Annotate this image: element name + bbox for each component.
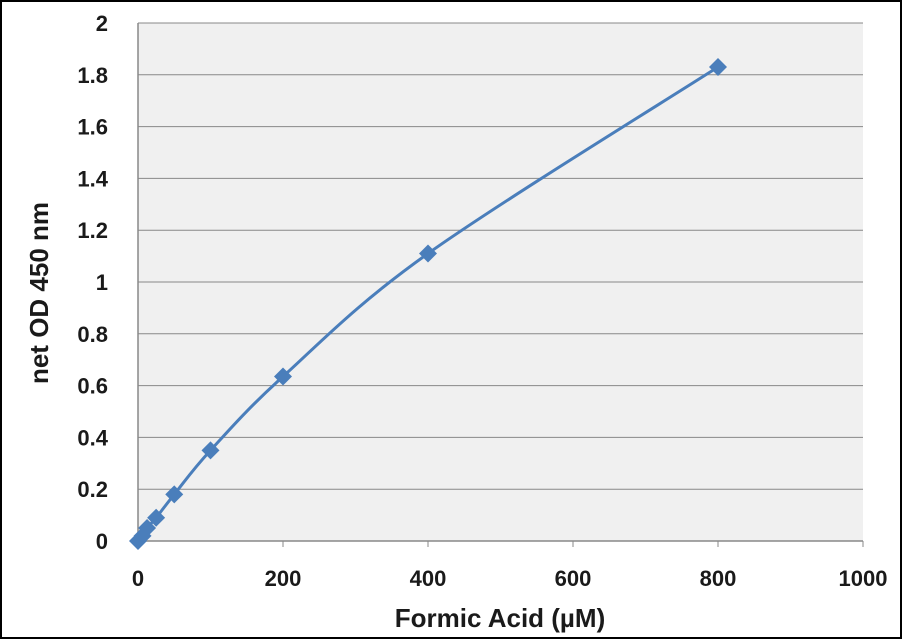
series-layer <box>129 58 727 550</box>
data-point <box>138 519 157 538</box>
y-tick-label: 1.8 <box>77 63 108 88</box>
x-tick-label: 800 <box>700 566 737 591</box>
y-tick-label: 1.4 <box>77 166 108 191</box>
data-point <box>201 441 220 460</box>
y-tick-label: 1.6 <box>77 115 108 140</box>
x-tick-labels: 0 200 400 600 800 1000 <box>132 566 888 591</box>
y-tick-labels: 0 0.2 0.4 0.6 0.8 1 1.2 1.4 1.6 1.8 2 <box>77 11 108 554</box>
gridlines <box>138 22 863 490</box>
x-tick-label: 600 <box>555 566 592 591</box>
y-tick-label: 1.2 <box>77 218 108 243</box>
data-point <box>274 367 292 386</box>
data-point <box>165 485 184 504</box>
data-point <box>419 244 437 263</box>
data-point <box>709 58 727 77</box>
y-tick-label: 0 <box>96 529 108 554</box>
y-tick-label: 2 <box>96 11 108 36</box>
y-axis-title: net OD 450 nm <box>24 202 54 384</box>
x-tick-label: 400 <box>410 566 447 591</box>
x-tick-label: 200 <box>265 566 302 591</box>
x-axis-title: Formic Acid (µM) <box>395 603 605 633</box>
y-tick-label: 0.4 <box>77 425 108 450</box>
x-tick-label: 1000 <box>839 566 888 591</box>
y-tick-label: 0.2 <box>77 477 108 502</box>
data-point <box>147 508 166 527</box>
y-tick-label: 0.8 <box>77 322 108 347</box>
y-tick-label: 0.6 <box>77 374 108 399</box>
x-tick-label: 0 <box>132 566 144 591</box>
y-tick-label: 1 <box>96 270 108 295</box>
